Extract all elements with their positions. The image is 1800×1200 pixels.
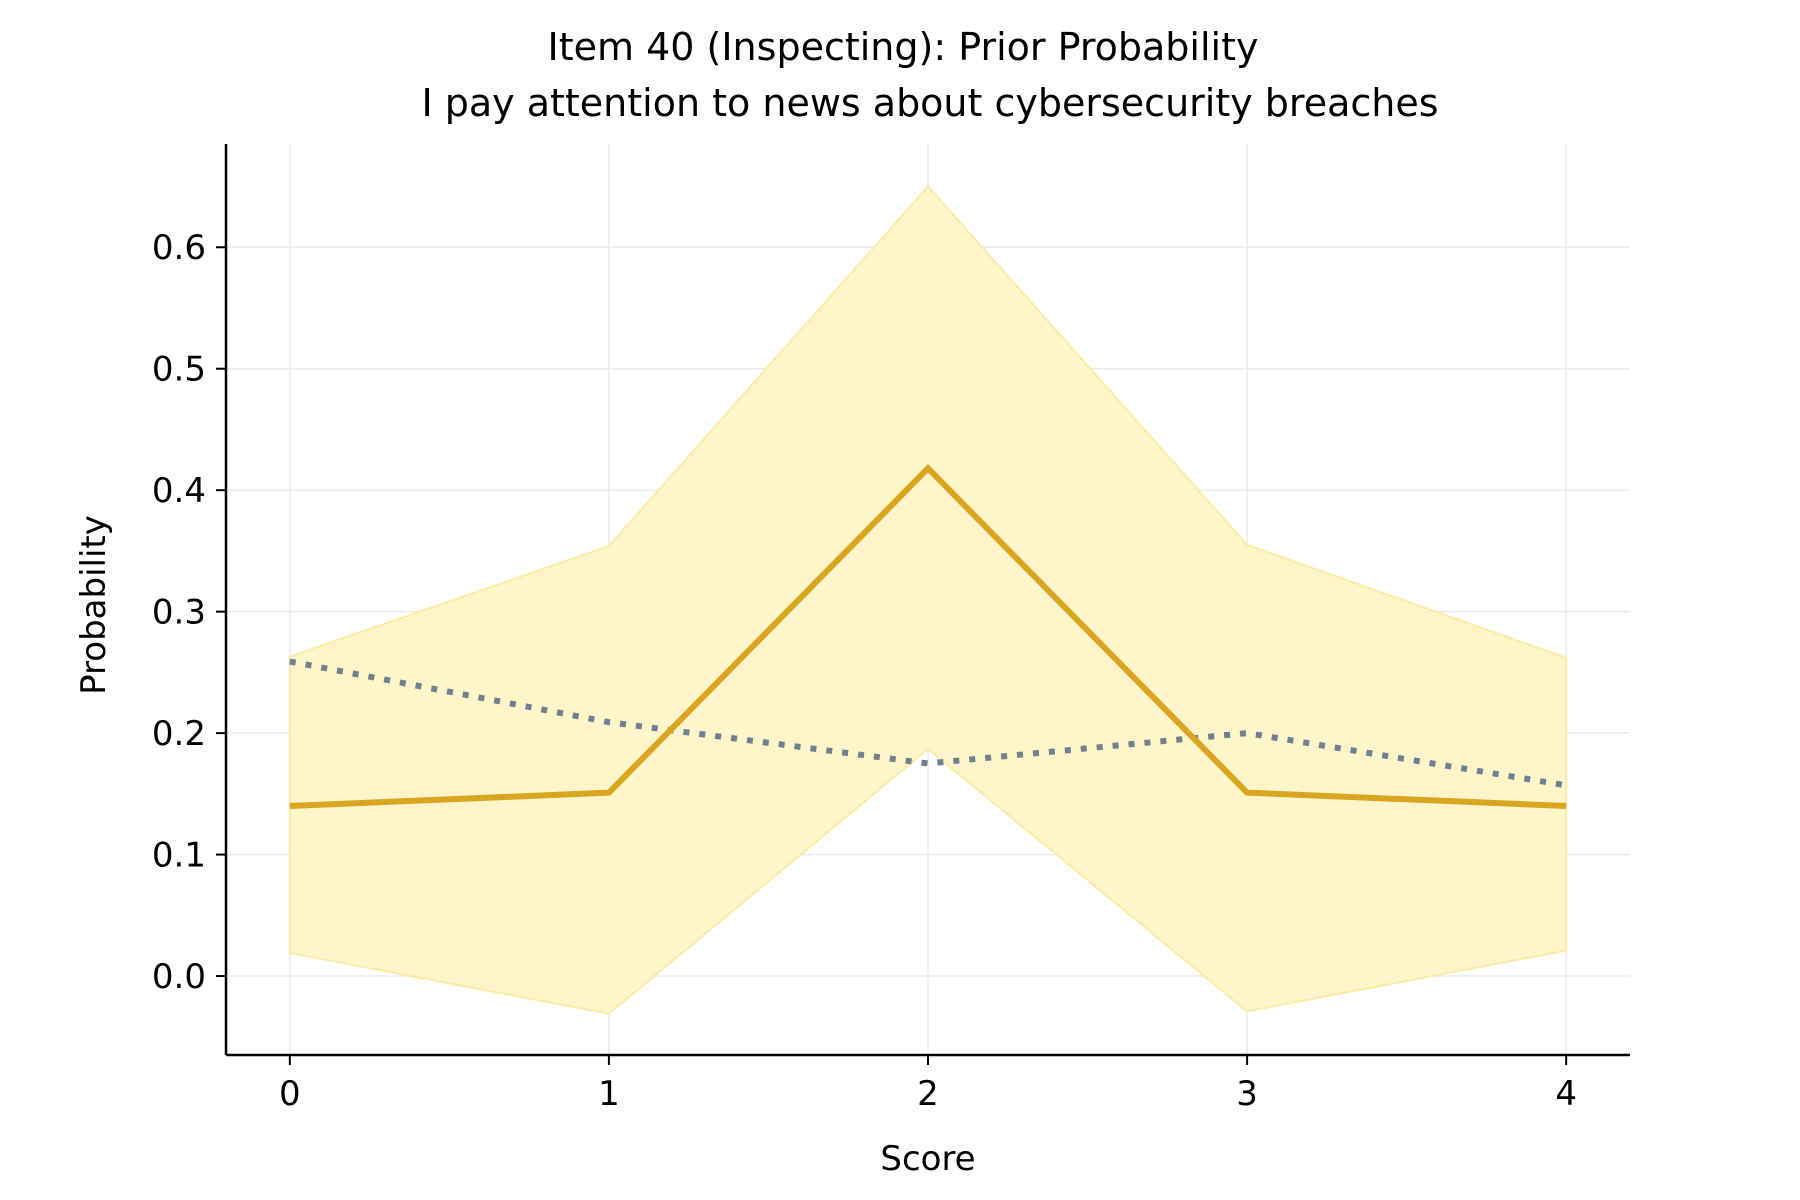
x-axis-label: Score: [880, 1139, 975, 1179]
chart-title: Item 40 (Inspecting): Prior Probability: [548, 25, 1259, 69]
x-tick-label-3: 3: [1236, 1074, 1258, 1114]
x-tick-layer: 0 1 2 3 4: [279, 1055, 1577, 1114]
confidence-band: [288, 185, 1568, 1015]
chart-subtitle: I pay attention to news about cybersecur…: [421, 81, 1438, 125]
series-line-layer: [289, 464, 1567, 809]
y-tick-label-6: 0.6: [152, 228, 206, 268]
y-tick-layer: 0.0 0.1 0.2 0.3 0.4 0.5 0.6: [152, 228, 226, 997]
y-tick-label-2: 0.2: [152, 714, 206, 754]
confidence-band-layer: [288, 185, 1568, 1015]
x-tick-label-2: 2: [917, 1074, 939, 1114]
y-tick-label-1: 0.1: [152, 836, 206, 876]
x-tick-label-1: 1: [598, 1074, 620, 1114]
dotted-series-line: [289, 658, 1567, 789]
x-tick-label-4: 4: [1555, 1074, 1577, 1114]
solid-series-line: [289, 464, 1567, 809]
x-tick-label-0: 0: [279, 1074, 301, 1114]
y-tick-label-0: 0.0: [152, 957, 206, 997]
y-axis-label: Probability: [74, 515, 114, 695]
y-tick-label-3: 0.3: [152, 593, 206, 633]
y-tick-label-4: 0.4: [152, 471, 206, 511]
y-tick-label-5: 0.5: [152, 350, 206, 390]
